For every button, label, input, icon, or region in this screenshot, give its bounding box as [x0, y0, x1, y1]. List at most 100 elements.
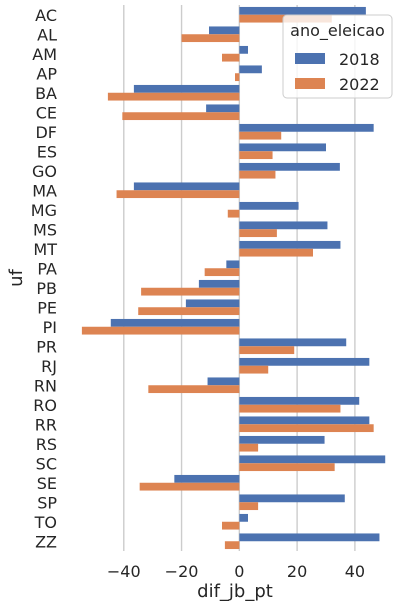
- bar-2022-SP: [239, 502, 259, 511]
- x-axis-title: dif_jb_pt: [197, 581, 273, 602]
- x-tick-label: 40: [345, 562, 365, 581]
- bar-2018-RJ: [239, 357, 370, 366]
- bar-2018-PI: [110, 318, 240, 327]
- bar-2022-RN: [148, 385, 240, 394]
- x-tick-label: −20: [165, 562, 199, 581]
- y-tick-label: SP: [37, 493, 57, 512]
- bar-2022-AL: [181, 34, 240, 43]
- bar-2018-PB: [198, 279, 240, 288]
- legend-label-2018: 2018: [339, 50, 380, 69]
- y-tick-label: BA: [35, 84, 57, 103]
- y-tick-label: SC: [36, 454, 57, 473]
- y-tick-label: RS: [36, 435, 57, 454]
- y-axis-title: uf: [6, 268, 27, 286]
- bar-2018-TO: [239, 513, 248, 522]
- bar-2018-GO: [239, 162, 340, 171]
- y-tick-label: AC: [35, 6, 57, 25]
- bar-2018-AP: [239, 65, 262, 74]
- legend-swatch-2022: [295, 78, 325, 89]
- y-tick-label: ES: [37, 142, 57, 161]
- bar-2022-DF: [239, 131, 282, 140]
- bar-2022-GO: [239, 170, 276, 179]
- bar-2022-PI: [81, 326, 240, 335]
- bar-2022-BA: [107, 92, 240, 101]
- bar-2018-RN: [207, 377, 240, 386]
- bar-2018-BA: [133, 84, 240, 93]
- bar-2022-CE: [122, 112, 240, 121]
- y-tick-label: MA: [32, 181, 57, 200]
- x-tick-label: −40: [107, 562, 141, 581]
- bar-2018-ZZ: [239, 533, 380, 542]
- legend-title: ano_eleicao: [290, 21, 385, 41]
- legend: ano_eleicao 2018 2022: [282, 14, 393, 99]
- legend-items: 2018 2022: [295, 50, 380, 94]
- legend-label-2022: 2022: [339, 75, 380, 94]
- bar-2022-MA: [116, 190, 240, 199]
- y-tick-label: AP: [36, 64, 57, 83]
- bar-2022-ES: [239, 151, 273, 160]
- bar-2022-MG: [227, 209, 240, 218]
- bar-2022-PE: [138, 307, 240, 316]
- bar-2018-SE: [174, 474, 240, 483]
- y-tick-label: PR: [36, 337, 57, 356]
- y-tick-label: RJ: [41, 357, 57, 376]
- y-tick-label: RN: [34, 376, 57, 395]
- bar-2018-SC: [239, 455, 386, 464]
- bar-2022-AM: [222, 53, 240, 62]
- bar-2018-AL: [209, 26, 240, 35]
- bar-2018-AC: [239, 6, 366, 15]
- y-tick-label: RO: [33, 396, 57, 415]
- x-tick-label: 0: [234, 562, 244, 581]
- bar-2022-SE: [139, 482, 240, 491]
- bar-2018-AM: [239, 45, 248, 54]
- bar-2022-PB: [141, 287, 240, 296]
- y-tick-label: TO: [34, 513, 57, 532]
- bar-2022-MS: [239, 229, 277, 238]
- bar-2018-MT: [239, 240, 341, 249]
- bar-2018-PE: [185, 299, 240, 308]
- x-tick-label: 20: [287, 562, 307, 581]
- bar-2022-ZZ: [224, 541, 240, 550]
- y-tick-label: PB: [36, 279, 57, 298]
- bar-2018-PR: [239, 338, 347, 347]
- bar-2018-PA: [226, 260, 240, 269]
- bar-2018-CE: [206, 104, 240, 113]
- y-tick-label: ZZ: [35, 532, 57, 551]
- y-tick-label: AM: [32, 45, 57, 64]
- bar-2022-PA: [204, 268, 240, 277]
- bar-2022-RO: [239, 404, 341, 413]
- y-tick-label: SE: [37, 474, 57, 493]
- bar-2018-RO: [239, 396, 360, 405]
- bar-2022-RS: [239, 443, 259, 452]
- bar-2022-RR: [239, 424, 374, 433]
- y-tick-label: PE: [37, 298, 57, 317]
- bar-2018-DF: [239, 123, 374, 132]
- y-tick-label: DF: [35, 123, 57, 142]
- y-tick-label: CE: [36, 103, 57, 122]
- y-tick-label: RR: [35, 415, 57, 434]
- bar-2022-SC: [239, 463, 335, 472]
- y-tick-label: PI: [43, 318, 57, 337]
- y-tick-label: MG: [31, 201, 57, 220]
- bar-2022-AP: [235, 73, 240, 82]
- bar-2018-MG: [239, 201, 299, 210]
- bar-2022-TO: [222, 521, 240, 530]
- bar-2022-PR: [239, 346, 295, 355]
- bar-2018-RR: [239, 416, 370, 425]
- bar-2018-ES: [239, 143, 326, 152]
- bar-2022-MT: [239, 248, 313, 257]
- y-tick-label: PA: [37, 259, 57, 278]
- y-tick-label: MS: [33, 220, 57, 239]
- legend-swatch-2018: [295, 53, 325, 64]
- bar-2018-MA: [133, 182, 240, 191]
- legend-frame: [282, 14, 393, 99]
- bar-2018-SP: [239, 494, 345, 503]
- x-tick-labels: −40 −20 0 20 40: [107, 562, 365, 581]
- y-tick-label: GO: [32, 162, 57, 181]
- y-tick-labels: ACALAMAPBACEDFESGOMAMGMSMTPAPBPEPIPRRJRN…: [31, 6, 58, 552]
- y-tick-label: AL: [37, 25, 57, 44]
- y-tick-label: MT: [33, 240, 57, 259]
- bar-2018-RS: [239, 435, 325, 444]
- bar-2018-MS: [239, 221, 328, 230]
